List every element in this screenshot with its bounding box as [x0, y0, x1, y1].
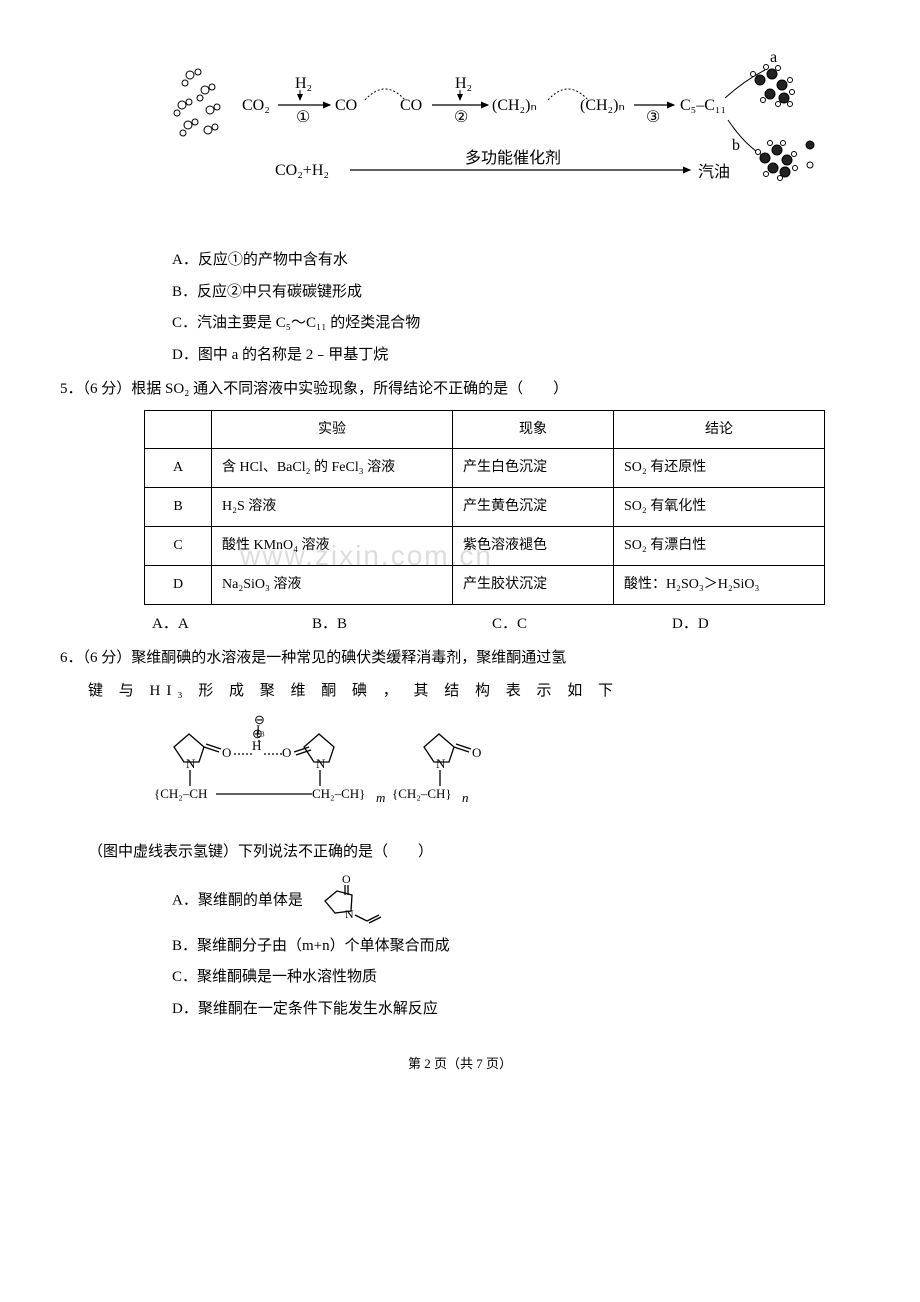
label-step2: ② [454, 109, 468, 126]
svg-text:I₃: I₃ [256, 722, 265, 737]
th-conc: 结论 [614, 410, 825, 449]
table-row: C 酸性 KMnO₄ 溶液 紫色溶液褪色 SO₂ 有漂白性 [145, 527, 825, 566]
svg-text:CH₂–CH}: CH₂–CH} [312, 786, 365, 801]
label-step1: ① [296, 109, 310, 126]
svg-text:N: N [186, 756, 196, 771]
svg-text:n: n [462, 790, 469, 805]
q6-choice-a: A．聚维酮的单体是 O N [172, 873, 860, 929]
svg-text:N: N [345, 907, 354, 921]
table-row: D Na₂SiO₃ 溶液 产生胶状沉淀 酸性：H₂SO₃＞H₂SiO₃ [145, 566, 825, 605]
svg-text:{CH₂–CH}: {CH₂–CH} [392, 786, 452, 801]
q6-choice-b: B．聚维酮分子由（m+n）个单体聚合而成 [172, 933, 860, 961]
q5-opt-c: C．C [492, 611, 672, 639]
svg-text:N: N [316, 756, 326, 771]
th-exp: 实验 [212, 410, 453, 449]
table-row: A 含 HCl、BaCl₂ 的 FeCl₃ 溶液 产生白色沉淀 SO₂ 有还原性 [145, 449, 825, 488]
q6-structure: N O H ⊕ ⊖ I₃ O N N O {CH₂–CH [144, 712, 860, 833]
q5-opt-a: A．A [152, 611, 312, 639]
q4-choice-a: A．反应①的产物中含有水 [172, 247, 860, 275]
label-co2: CO₂ [242, 97, 270, 114]
svg-text:O: O [472, 745, 481, 760]
q6-stem-line2: 键 与 HI₃ 形 成 聚 维 酮 碘 ， 其 结 构 表 示 如 下 [88, 678, 860, 706]
svg-text:O: O [342, 873, 351, 886]
q5-table: 实验 现象 结论 A 含 HCl、BaCl₂ 的 FeCl₃ 溶液 产生白色沉淀… [144, 410, 825, 605]
reaction-scheme-svg: CO₂ H₂ ① CO CO H₂ ② (CH₂)ₙ (CH₂)ₙ ③ C₅–C… [170, 50, 820, 220]
q4-choice-b: B．反应②中只有碳碳键形成 [172, 279, 860, 307]
q5-abcd: A．A B．B C．C D．D [152, 611, 860, 639]
q5-opt-d: D．D [672, 611, 709, 639]
table-header-row: 实验 现象 结论 [145, 410, 825, 449]
svg-text:N: N [436, 756, 446, 771]
svg-text:O: O [222, 745, 231, 760]
label-ch2n-1: (CH₂)ₙ [492, 97, 537, 114]
svg-text:{CH₂–CH: {CH₂–CH [154, 786, 207, 801]
label-b: b [732, 137, 740, 154]
q5-stem: 5．（6 分）根据 SO₂ 通入不同溶液中实验现象，所得结论不正确的是（ ） [60, 376, 860, 404]
q6-choices: A．聚维酮的单体是 O N B．聚维酮分子由（m+n）个单体聚合而成 C．聚维酮… [172, 873, 860, 1024]
q5-opt-b: B．B [312, 611, 492, 639]
q6-note: （图中虚线表示氢键）下列说法不正确的是（ ） [88, 839, 860, 867]
q6-stem-line1: 6．（6 分）聚维酮碘的水溶液是一种常见的碘伏类缓释消毒剂，聚维酮通过氢 [60, 645, 860, 673]
label-ch2n-2: (CH₂)ₙ [580, 97, 625, 114]
q4-choice-d: D．图中 a 的名称是 2﹣甲基丁烷 [172, 342, 860, 370]
label-c5c11: C₅–C₁₁ [680, 97, 726, 114]
th-blank [145, 410, 212, 449]
svg-text:m: m [376, 790, 385, 805]
label-catalyst: 多功能催化剂 [465, 149, 561, 167]
label-co-2: CO [400, 97, 422, 114]
label-co2h2: CO₂+H₂ [275, 162, 329, 179]
q4-reaction-diagram: CO₂ H₂ ① CO CO H₂ ② (CH₂)ₙ (CH₂)ₙ ③ C₅–C… [170, 50, 860, 231]
q4-choices: A．反应①的产物中含有水 B．反应②中只有碳碳键形成 C．汽油主要是 C₅～C₁… [172, 247, 860, 370]
svg-text:O: O [282, 745, 291, 760]
monomer-structure-svg: O N [307, 873, 387, 929]
th-phen: 现象 [453, 410, 614, 449]
polymer-structure-svg: N O H ⊕ ⊖ I₃ O N N O {CH₂–CH [144, 712, 524, 822]
q6-choice-c: C．聚维酮碘是一种水溶性物质 [172, 964, 860, 992]
label-h2-1: H₂ [295, 75, 312, 92]
page-footer: 第 2 页（共 7 页） [60, 1052, 860, 1076]
q6-choice-d: D．聚维酮在一定条件下能发生水解反应 [172, 996, 860, 1024]
label-step3: ③ [646, 109, 660, 126]
table-row: B H₂S 溶液 产生黄色沉淀 SO₂ 有氧化性 [145, 488, 825, 527]
label-gasoline: 汽油 [698, 163, 730, 181]
label-h2-2: H₂ [455, 75, 472, 92]
label-co-1: CO [335, 97, 357, 114]
label-a: a [770, 50, 777, 66]
q4-choice-c: C．汽油主要是 C₅～C₁₁ 的烃类混合物 [172, 310, 860, 338]
